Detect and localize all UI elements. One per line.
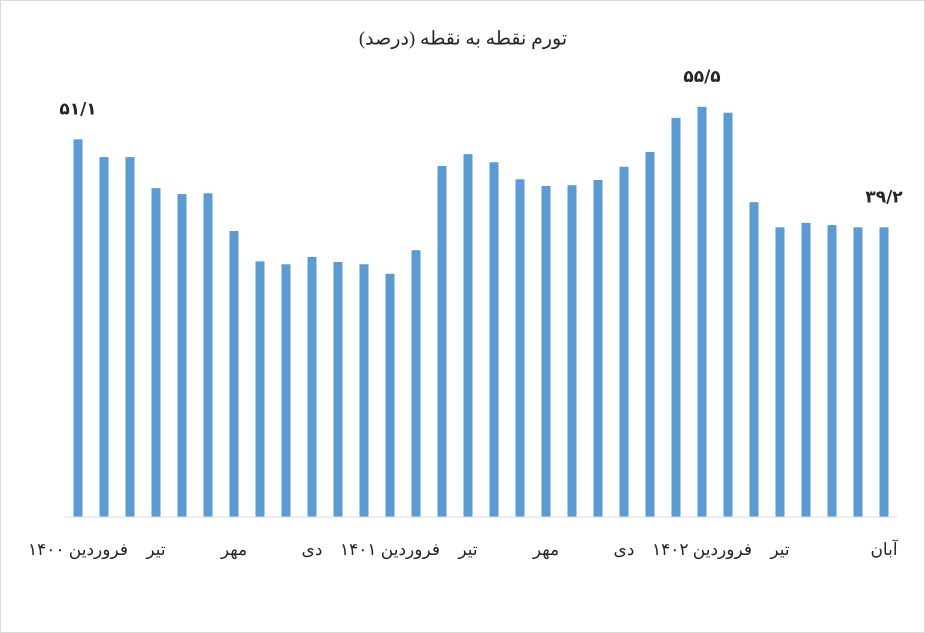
bar [697, 106, 707, 517]
bar [593, 180, 603, 518]
bar [411, 250, 421, 517]
x-tick-label: فروردین ۱۴۰۱ [340, 540, 440, 560]
bar [827, 225, 837, 517]
data-label: ۵۵/۵ [683, 67, 720, 87]
x-tick-label: آبان [870, 538, 898, 559]
x-tick-label: تیر [769, 540, 790, 560]
x-tick-label: فروردین ۱۴۰۲ [652, 540, 752, 560]
bar [645, 151, 655, 517]
bar [255, 261, 265, 517]
bar [73, 139, 83, 517]
bar [567, 185, 577, 517]
bar [749, 202, 759, 517]
bar [359, 264, 369, 517]
x-tick-label: مهر [532, 540, 559, 560]
bar [879, 227, 889, 517]
data-label: ۵۱/۱ [59, 99, 96, 119]
bar [437, 165, 447, 517]
chart-title: تورم نقطه به نقطه (درصد) [359, 28, 567, 49]
bar [203, 193, 213, 517]
bar [619, 166, 629, 518]
data-label: ۳۹/۲ [865, 187, 903, 207]
bar [801, 222, 811, 518]
x-tick-label: دی [302, 540, 323, 559]
bar [281, 264, 291, 517]
bar [775, 227, 785, 517]
x-tick-label: مهر [220, 540, 247, 560]
bar [333, 262, 343, 517]
bar [385, 273, 395, 517]
bar [99, 157, 109, 517]
bar [723, 112, 733, 517]
bar [853, 227, 863, 517]
bar [177, 194, 187, 517]
bar [229, 231, 239, 517]
x-tick-label: تیر [457, 540, 478, 560]
x-tick-label: فروردین ۱۴۰۰ [28, 540, 128, 560]
bar [541, 185, 551, 518]
bar [151, 188, 161, 517]
x-tick-label: دی [614, 540, 635, 559]
bar [463, 154, 473, 517]
x-tick-label: تیر [145, 540, 166, 560]
bar [307, 256, 317, 517]
bar [489, 162, 499, 517]
bar [125, 157, 135, 517]
bar [515, 179, 525, 518]
bar [671, 117, 681, 517]
